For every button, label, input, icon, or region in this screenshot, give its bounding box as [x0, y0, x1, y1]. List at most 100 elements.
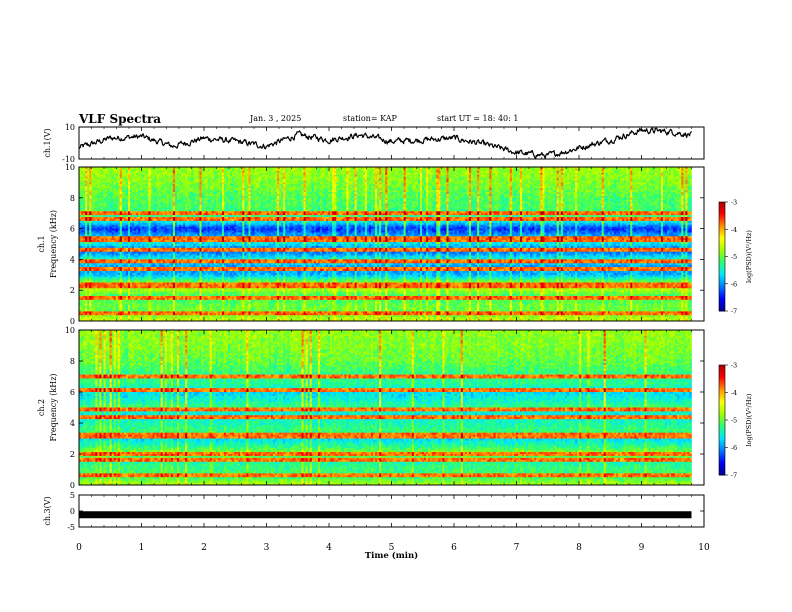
heatmap-cell	[565, 169, 567, 171]
heatmap-cell	[455, 171, 457, 173]
heatmap-cell	[130, 171, 132, 173]
heatmap-cell	[434, 169, 436, 171]
heatmap-cell	[197, 169, 199, 171]
heatmap-cell	[114, 171, 116, 173]
heatmap-cell	[118, 171, 120, 173]
heatmap-cell	[295, 171, 297, 173]
heatmap-cell	[506, 171, 508, 173]
heatmap-cell	[285, 171, 287, 173]
heatmap-cell	[479, 169, 481, 171]
heatmap-cell	[412, 169, 414, 171]
heatmap-cell	[271, 169, 273, 171]
heatmap-cell	[83, 171, 85, 173]
heatmap-cell	[150, 169, 152, 171]
heatmap-cell	[538, 171, 540, 173]
heatmap-cell	[653, 171, 655, 173]
heatmap-cell	[538, 169, 540, 171]
heatmap-cell	[126, 171, 128, 173]
heatmap-cell	[126, 169, 128, 171]
heatmap-cell	[561, 171, 563, 173]
heatmap-cell	[214, 169, 216, 171]
heatmap-cell	[95, 169, 97, 171]
heatmap-cell	[161, 171, 163, 173]
heatmap-cell	[330, 171, 332, 173]
heatmap-cell	[202, 171, 204, 173]
heatmap-cell	[375, 171, 377, 173]
heatmap-cell	[297, 169, 299, 171]
heatmap-cell	[349, 169, 351, 171]
heatmap-cell	[591, 171, 593, 173]
heatmap-cell	[361, 169, 363, 171]
heatmap-cell	[128, 169, 130, 171]
heatmap-cell	[442, 171, 444, 173]
heatmap-cell	[526, 171, 528, 173]
heatmap-cell	[549, 171, 551, 173]
heatmap-cell	[257, 169, 259, 171]
heatmap-cell	[206, 169, 208, 171]
heatmap-cell	[447, 171, 449, 173]
heatmap-cell	[438, 171, 440, 173]
heatmap-cell	[653, 169, 655, 171]
heatmap-cell	[369, 171, 371, 173]
heatmap-cell	[97, 171, 99, 173]
heatmap-cell	[85, 171, 87, 173]
heatmap-cell	[106, 171, 108, 173]
heatmap-cell	[475, 169, 477, 171]
heatmap-cell	[587, 169, 589, 171]
heatmap-cell	[542, 171, 544, 173]
heatmap-cell	[253, 169, 255, 171]
heatmap-cell	[91, 171, 93, 173]
heatmap-cell	[165, 169, 167, 171]
heatmap-cell	[555, 169, 557, 171]
heatmap-cell	[312, 169, 314, 171]
heatmap-cell	[230, 169, 232, 171]
heatmap-cell	[626, 171, 628, 173]
heatmap-cell	[202, 169, 204, 171]
figure: 10-10ch.1(V)0246810ch.1 Frequency (kHz)-3…	[0, 0, 792, 612]
heatmap-cell	[87, 169, 89, 171]
heatmap-cell	[512, 169, 514, 171]
heatmap-cell	[148, 171, 150, 173]
heatmap-cell	[569, 169, 571, 171]
heatmap-cell	[375, 169, 377, 171]
heatmap-cell	[465, 171, 467, 173]
heatmap-cell	[306, 169, 308, 171]
heatmap-cell	[377, 171, 379, 173]
heatmap-cell	[244, 169, 246, 171]
heatmap-cell	[371, 169, 373, 171]
heatmap-cell	[536, 169, 538, 171]
heatmap-cell	[451, 171, 453, 173]
heatmap-cell	[498, 171, 500, 173]
heatmap-cell	[645, 169, 647, 171]
heatmap-cell	[183, 171, 185, 173]
heatmap-cell	[502, 169, 504, 171]
heatmap-cell	[553, 171, 555, 173]
heatmap-cell	[596, 171, 598, 173]
heatmap-cell	[632, 171, 634, 173]
heatmap-cell	[436, 171, 438, 173]
heatmap-cell	[320, 171, 322, 173]
heatmap-cell	[279, 171, 281, 173]
heatmap-cell	[185, 169, 187, 171]
heatmap-cell	[189, 169, 191, 171]
heatmap-cell	[300, 171, 302, 173]
heatmap-cell	[267, 171, 269, 173]
heatmap-cell	[426, 169, 428, 171]
heatmap-cell	[259, 171, 261, 173]
heatmap-cell	[332, 171, 334, 173]
heatmap-cell	[179, 169, 181, 171]
heatmap-cell	[671, 169, 673, 171]
heatmap-cell	[406, 169, 408, 171]
heatmap-cell	[153, 171, 155, 173]
heatmap-cell	[410, 169, 412, 171]
heatmap-cell	[349, 171, 351, 173]
heatmap-cell	[496, 169, 498, 171]
heatmap-cell	[481, 169, 483, 171]
heatmap-cell	[263, 169, 265, 171]
heatmap-cell	[342, 169, 344, 171]
heatmap-cell	[81, 171, 83, 173]
heatmap-cell	[195, 171, 197, 173]
heatmap-cell	[604, 169, 606, 171]
heatmap-cell	[240, 171, 242, 173]
heatmap-cell	[140, 171, 142, 173]
